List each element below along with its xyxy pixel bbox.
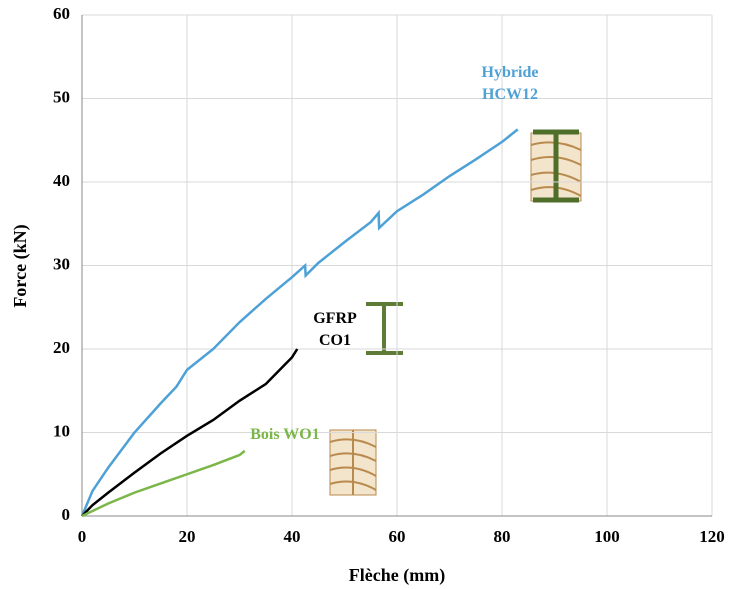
x-axis-label: Flèche (mm) xyxy=(349,565,445,586)
x-tick-label: 20 xyxy=(179,527,196,546)
x-tick-label: 40 xyxy=(284,527,301,546)
wood-section-icon xyxy=(329,429,377,496)
y-tick-label: 40 xyxy=(53,171,70,190)
y-tick-label: 10 xyxy=(53,421,70,440)
y-tick-label: 20 xyxy=(53,338,70,357)
y-tick-label: 0 xyxy=(62,505,71,524)
plot: 0 10 20 30 40 50 60 0 20 40 60 80 100 120 Hybride HCW1… xyxy=(53,4,725,546)
series-label-text: Hybride HCW12 xyxy=(481,64,539,103)
x-tick-label: 120 xyxy=(699,527,725,546)
y-tick-label: 30 xyxy=(53,254,70,273)
y-axis-label: Force (kN) xyxy=(10,224,31,307)
data-line xyxy=(81,348,299,517)
series-label: Hybride HCW12 xyxy=(481,64,539,103)
x-tick-label: 0 xyxy=(78,527,87,546)
y-tick-label: 50 xyxy=(53,87,70,106)
x-tick-label: 80 xyxy=(494,527,511,546)
series-label-text: Bois WO1 xyxy=(250,426,320,443)
data-line xyxy=(81,449,246,518)
data-line xyxy=(80,128,519,517)
series-label-text: GFRP CO1 xyxy=(313,310,357,349)
x-tick-label: 100 xyxy=(594,527,620,546)
series-label: Bois WO1 xyxy=(250,426,320,443)
i-beam-icon xyxy=(533,129,579,203)
series-label: GFRP CO1 xyxy=(313,310,357,349)
x-tick-label: 60 xyxy=(389,527,406,546)
y-tick-label: 60 xyxy=(53,4,70,23)
